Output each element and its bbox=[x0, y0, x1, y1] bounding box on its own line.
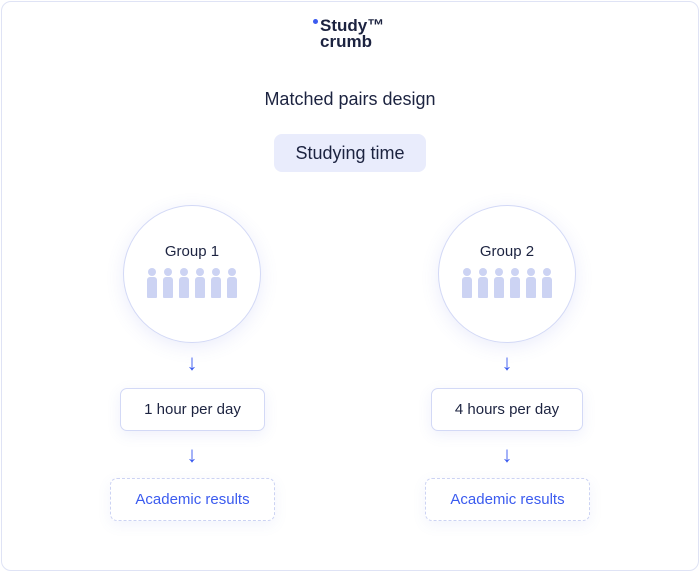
people-icons bbox=[124, 268, 260, 298]
person-icon bbox=[541, 268, 553, 298]
person-icon bbox=[194, 268, 206, 298]
arrow-down-icon: ↓ bbox=[501, 442, 513, 467]
arrow-down-icon: ↓ bbox=[186, 350, 198, 375]
group-2-circle: Group 2 bbox=[438, 205, 576, 343]
diagram-title: Matched pairs design bbox=[264, 89, 436, 109]
treatment-box: 1 hour per day bbox=[120, 388, 265, 431]
person-icon bbox=[477, 268, 489, 298]
person-icon bbox=[162, 268, 174, 298]
arrow-down-icon: ↓ bbox=[186, 442, 198, 467]
person-icon bbox=[461, 268, 473, 298]
group-label: Group 2 bbox=[479, 243, 535, 260]
outcome-box: Academic results bbox=[425, 478, 590, 521]
people-icons bbox=[439, 268, 575, 298]
person-icon bbox=[509, 268, 521, 298]
group-label: Group 1 bbox=[164, 243, 220, 260]
person-icon bbox=[146, 268, 158, 298]
person-icon bbox=[210, 268, 222, 298]
studycrumb-logo: Study™ crumb bbox=[313, 17, 384, 50]
person-icon bbox=[178, 268, 190, 298]
person-icon bbox=[226, 268, 238, 298]
person-icon bbox=[525, 268, 537, 298]
outcome-box: Academic results bbox=[110, 478, 275, 521]
person-icon bbox=[493, 268, 505, 298]
arrow-down-icon: ↓ bbox=[501, 350, 513, 375]
treatment-box: 4 hours per day bbox=[431, 388, 583, 431]
variable-label: Studying time bbox=[274, 134, 426, 172]
group-1-circle: Group 1 bbox=[123, 205, 261, 343]
